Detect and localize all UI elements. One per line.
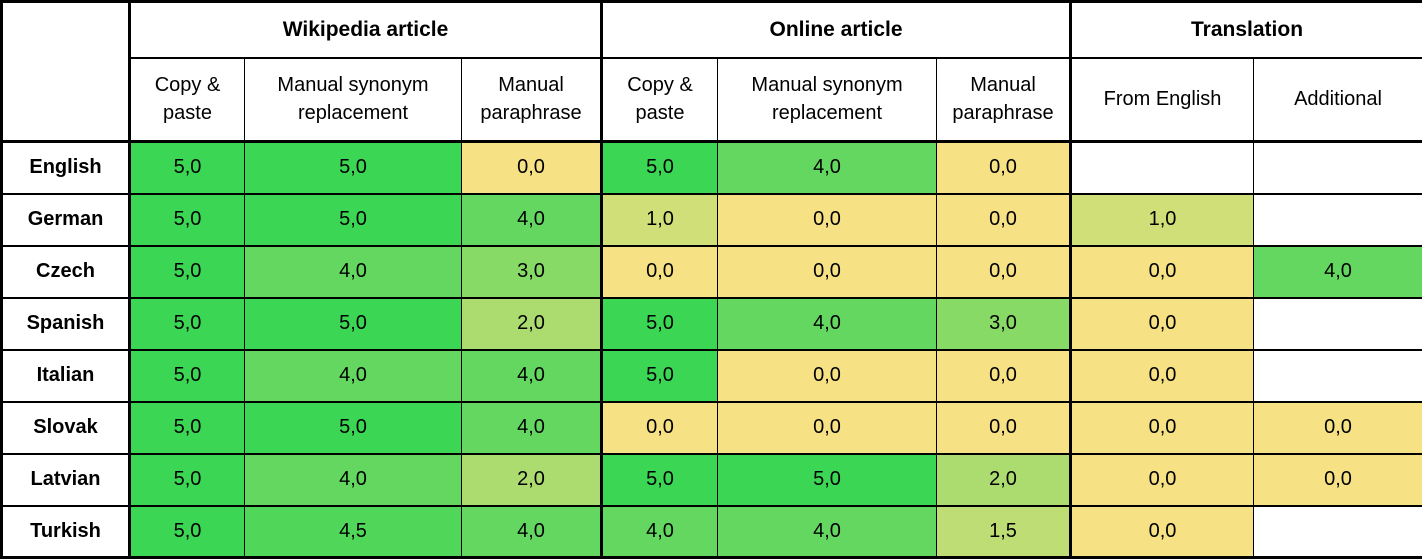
row-language-label: Turkish	[2, 506, 130, 558]
score-cell: 0,0	[718, 194, 937, 246]
group-wikipedia-article: Wikipedia article	[130, 2, 602, 58]
column-wiki-copy-paste: Copy & paste	[130, 58, 245, 142]
score-cell: 1,5	[937, 506, 1071, 558]
score-cell: 0,0	[1071, 402, 1254, 454]
row-language-label: Slovak	[2, 402, 130, 454]
row-language-label: Italian	[2, 350, 130, 402]
score-cell: 0,0	[1071, 506, 1254, 558]
score-cell: 5,0	[130, 194, 245, 246]
score-cell: 4,0	[245, 454, 462, 506]
score-cell: 0,0	[602, 402, 718, 454]
score-cell: 4,0	[462, 506, 602, 558]
row-language-label: Latvian	[2, 454, 130, 506]
column-wiki-synonym-replacement: Manual synonym replacement	[245, 58, 462, 142]
score-cell: 5,0	[130, 506, 245, 558]
row-language-label: English	[2, 142, 130, 194]
score-cell: 0,0	[1254, 402, 1422, 454]
score-cell: 5,0	[602, 350, 718, 402]
score-cell: 0,0	[602, 246, 718, 298]
score-cell: 5,0	[245, 194, 462, 246]
score-cell: 0,0	[1071, 454, 1254, 506]
score-cell: 5,0	[130, 142, 245, 194]
score-cell: 5,0	[602, 454, 718, 506]
score-cell: 4,0	[462, 350, 602, 402]
score-cell: 0,0	[1071, 350, 1254, 402]
score-cell-empty	[1254, 194, 1422, 246]
score-cell: 5,0	[718, 454, 937, 506]
score-cell: 1,0	[602, 194, 718, 246]
column-online-copy-paste: Copy & paste	[602, 58, 718, 142]
score-cell: 5,0	[602, 142, 718, 194]
score-cell: 4,0	[1254, 246, 1422, 298]
score-cell: 4,0	[462, 194, 602, 246]
score-cell: 0,0	[1254, 454, 1422, 506]
score-cell: 4,0	[245, 350, 462, 402]
score-cell: 5,0	[130, 246, 245, 298]
score-cell: 0,0	[937, 246, 1071, 298]
score-cell: 5,0	[245, 402, 462, 454]
table-header: Wikipedia article Online article Transla…	[2, 2, 1422, 142]
score-cell: 2,0	[462, 298, 602, 350]
score-cell: 5,0	[245, 298, 462, 350]
score-cell: 0,0	[718, 350, 937, 402]
score-cell: 4,0	[718, 298, 937, 350]
group-translation: Translation	[1071, 2, 1422, 58]
column-online-synonym-replacement: Manual synonym replacement	[718, 58, 937, 142]
score-cell-empty	[1254, 350, 1422, 402]
score-cell-empty	[1071, 142, 1254, 194]
corner-cell	[2, 2, 130, 142]
header-group-row: Wikipedia article Online article Transla…	[2, 2, 1422, 58]
column-online-manual-paraphrase: Manual paraphrase	[937, 58, 1071, 142]
score-cell: 5,0	[602, 298, 718, 350]
column-wiki-manual-paraphrase: Manual paraphrase	[462, 58, 602, 142]
score-cell: 0,0	[937, 402, 1071, 454]
score-cell: 4,0	[718, 142, 937, 194]
score-cell: 5,0	[130, 298, 245, 350]
score-cell: 2,0	[462, 454, 602, 506]
score-cell: 0,0	[718, 246, 937, 298]
score-cell: 0,0	[937, 142, 1071, 194]
row-language-label: German	[2, 194, 130, 246]
score-cell: 4,0	[718, 506, 937, 558]
score-cell: 5,0	[130, 454, 245, 506]
score-cell: 3,0	[462, 246, 602, 298]
row-language-label: Czech	[2, 246, 130, 298]
score-cell: 4,0	[602, 506, 718, 558]
score-cell: 4,0	[462, 402, 602, 454]
score-cell: 0,0	[937, 350, 1071, 402]
score-cell: 0,0	[937, 194, 1071, 246]
column-translation-from-english: From English	[1071, 58, 1254, 142]
column-translation-additional: Additional	[1254, 58, 1422, 142]
score-cell: 1,0	[1071, 194, 1254, 246]
score-cell-empty	[1254, 142, 1422, 194]
header-subcolumn-row: Copy & paste Manual synonym replacement …	[2, 58, 1422, 142]
score-cell: 5,0	[245, 142, 462, 194]
score-cell: 0,0	[1071, 298, 1254, 350]
row-language-label: Spanish	[2, 298, 130, 350]
score-cell: 0,0	[462, 142, 602, 194]
score-cell: 0,0	[718, 402, 937, 454]
score-cell: 3,0	[937, 298, 1071, 350]
group-online-article: Online article	[602, 2, 1071, 58]
score-cell: 5,0	[130, 350, 245, 402]
score-cell: 5,0	[130, 402, 245, 454]
score-cell: 4,5	[245, 506, 462, 558]
score-cell: 0,0	[1071, 246, 1254, 298]
score-cell-empty	[1254, 506, 1422, 558]
score-cell: 4,0	[245, 246, 462, 298]
score-cell-empty	[1254, 298, 1422, 350]
score-cell: 2,0	[937, 454, 1071, 506]
